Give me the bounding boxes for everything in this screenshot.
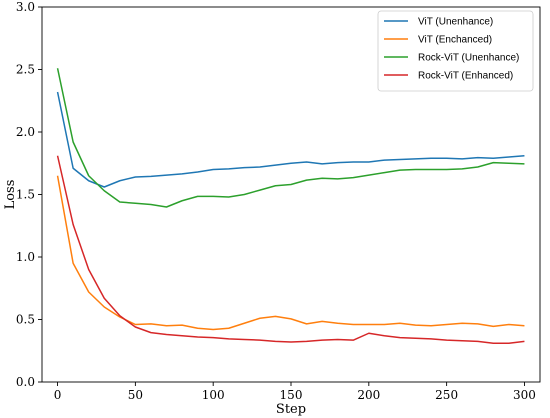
legend-label: ViT (Unenhance) <box>418 17 493 28</box>
legend-box <box>377 10 534 92</box>
legend-label: ViT (Enchanced) <box>418 35 492 46</box>
series-line-1 <box>56 91 525 188</box>
series-line-3 <box>56 68 525 208</box>
x-tick-label: 250 <box>435 388 458 402</box>
y-axis-label: Loss <box>3 180 18 210</box>
x-tick-label: 150 <box>280 388 303 402</box>
x-tick-label: 300 <box>513 388 536 402</box>
y-tick-label: 1.5 <box>16 188 35 202</box>
y-tick-label: 0.0 <box>16 375 35 389</box>
x-tick-label: 50 <box>128 388 143 402</box>
series-line-2 <box>56 175 525 331</box>
legend: ViT (Unenhance) ViT (Enchanced) Rock-ViT (… <box>377 10 534 92</box>
x-tick-label: 200 <box>357 388 380 402</box>
y-tick-label: 3.0 <box>16 0 35 14</box>
y-tick-label: 1.0 <box>16 250 35 264</box>
series-layer <box>56 68 525 344</box>
x-tick-label: 100 <box>202 388 225 402</box>
x-tick-label: 0 <box>54 388 62 402</box>
series-line-4 <box>56 155 525 344</box>
y-tick-label: 2.5 <box>16 63 35 77</box>
ticks-layer: 0 50 100 150 200 250 300 0.0 0.5 1.0 1.5 2.0 2.5 3.0 <box>16 0 536 402</box>
legend-label: Rock-ViT (Unenhance) <box>418 53 519 64</box>
legend-label: Rock-ViT (Enhanced) <box>418 71 513 82</box>
x-axis-label: Step <box>276 402 306 417</box>
y-tick-label: 2.0 <box>16 125 35 139</box>
y-tick-label: 0.5 <box>16 313 35 327</box>
